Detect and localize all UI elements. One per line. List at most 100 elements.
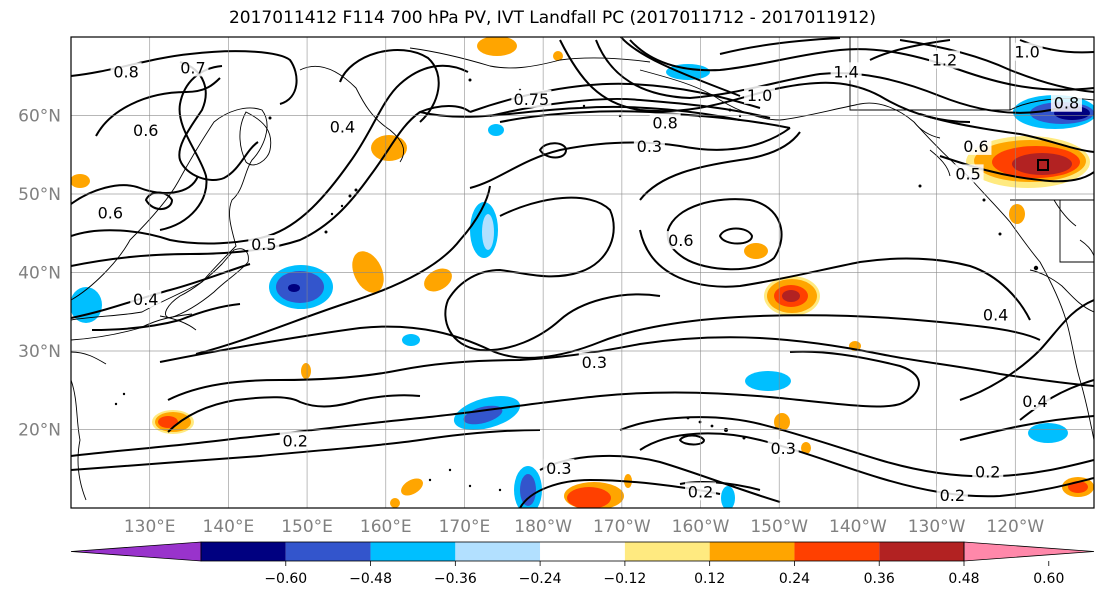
colorbar-tick-label: 0.60 xyxy=(1033,571,1064,587)
contour-label-halo xyxy=(130,121,162,140)
contour-label-halo xyxy=(110,62,142,81)
lon-tick-label: 160°W xyxy=(672,517,730,537)
contour-label-halo xyxy=(94,203,126,222)
lat-tick-label: 30°N xyxy=(18,342,61,362)
colorbar-segment xyxy=(879,542,964,561)
contour-label-halo xyxy=(830,62,862,81)
colorbar-extend-low xyxy=(70,541,202,562)
contour-label-halo xyxy=(578,352,610,371)
lon-tick-label: 160°E xyxy=(360,517,412,537)
contour-label: 0.4 xyxy=(133,290,158,309)
contour-label: 0.2 xyxy=(975,463,1000,482)
contour-label: 0.3 xyxy=(546,459,571,478)
contour-label: 0.6 xyxy=(668,231,693,250)
colorbar-tick-label: −0.36 xyxy=(434,571,477,587)
colorbar-segment xyxy=(285,542,371,561)
colorbar-segment xyxy=(370,542,456,561)
ivt-shading xyxy=(71,37,1094,508)
contour-label: 0.2 xyxy=(940,486,965,505)
lat-tick-label: 40°N xyxy=(18,264,61,284)
contour-label-halo xyxy=(936,486,968,505)
contour-label-halo xyxy=(960,136,992,155)
contour-label: 0.7 xyxy=(180,58,205,77)
colorbar-tick-label: −0.24 xyxy=(519,571,562,587)
colorbar-segment xyxy=(201,542,286,561)
lon-tick-label: 150°W xyxy=(750,517,808,537)
colorbar-segment xyxy=(709,542,795,561)
contour-label: 0.4 xyxy=(330,117,355,136)
lon-tick-label: 130°E xyxy=(124,517,176,537)
lon-tick-label: 150°E xyxy=(281,517,333,537)
latitude-labels: 20°N 30°N 40°N 50°N 60°N xyxy=(18,107,61,441)
colorbar-tick-label: −0.48 xyxy=(349,571,392,587)
lon-tick-label: 140°E xyxy=(203,517,255,537)
contour-label-halo xyxy=(633,136,665,155)
lon-tick-label: 180°W xyxy=(514,517,572,537)
colorbar-tick-label: 0.48 xyxy=(948,571,979,587)
contour-label: 0.5 xyxy=(251,235,276,254)
contour-label: 1.2 xyxy=(932,51,957,70)
colorbar-segment xyxy=(455,542,541,561)
contour-label-halo xyxy=(980,305,1012,324)
colorbar-segment xyxy=(624,542,710,561)
contour-label: 0.3 xyxy=(770,439,795,458)
contour-label: 1.0 xyxy=(747,86,772,105)
contour-label-halo xyxy=(952,164,984,183)
contour-label: 0.75 xyxy=(514,90,550,109)
colorbar-tick-label: −0.12 xyxy=(603,571,646,587)
contour-label-halo xyxy=(177,58,209,77)
lon-tick-label: 120°W xyxy=(986,517,1044,537)
contour-label-halo xyxy=(685,482,717,501)
lat-tick-label: 50°N xyxy=(18,185,61,205)
contour-label: 0.2 xyxy=(283,431,308,450)
colorbar-extend-high xyxy=(963,541,1095,562)
colorbar-tick-label: 0.12 xyxy=(694,571,725,587)
map-grid xyxy=(71,37,1094,508)
contour-label-halo xyxy=(972,462,1004,481)
lon-tick-label: 140°W xyxy=(829,517,887,537)
contour-label-halo xyxy=(130,289,162,308)
lon-tick-label: 170°E xyxy=(439,517,491,537)
contour-label: 0.8 xyxy=(652,113,677,132)
contour-label: 1.0 xyxy=(1014,43,1039,62)
contour-label: 1.4 xyxy=(833,62,858,81)
contour-label-halo xyxy=(928,50,960,69)
contour-label-halo xyxy=(649,113,681,132)
contour-label-halo xyxy=(744,85,776,104)
contour-label-halo xyxy=(1011,42,1043,61)
colorbar: −0.60 −0.48 −0.36 −0.24 −0.12 0.12 0.24 0.36 0.4… xyxy=(70,541,1095,587)
contour-labels: 0.8 0.7 0.6 0.6 0.4 0.5 0.4 0.75 0.8 1.0 1.4 1.2 1.0… xyxy=(94,42,1082,505)
contour-label-halo xyxy=(767,439,799,458)
contour-label-halo xyxy=(543,458,575,477)
contour-label: 0.8 xyxy=(1054,94,1079,113)
contour-label-halo xyxy=(279,431,311,450)
lon-tick-label: 170°W xyxy=(593,517,651,537)
map-title: 2017011412 F114 700 hPa PV, IVT Landfall… xyxy=(228,8,876,28)
colorbar-outline xyxy=(200,541,965,562)
contour-label: 0.3 xyxy=(582,353,607,372)
contour-label-halo xyxy=(511,89,552,108)
colorbar-tick-label: 0.36 xyxy=(864,571,895,587)
contour-label-halo xyxy=(665,231,697,250)
contour-label-halo xyxy=(1050,93,1082,112)
contour-label: 0.3 xyxy=(637,137,662,156)
contour-label: 0.5 xyxy=(955,164,980,183)
contour-label: 0.6 xyxy=(98,204,123,223)
lat-tick-label: 20°N xyxy=(18,421,61,441)
colorbar-segment xyxy=(794,542,880,561)
contour-label: 0.8 xyxy=(113,62,138,81)
contour-label-halo xyxy=(248,235,280,254)
contour-label: 0.4 xyxy=(1022,392,1047,411)
colorbar-tick-label: 0.24 xyxy=(779,571,810,587)
contour-label-halo xyxy=(326,117,358,136)
map-frame xyxy=(70,36,1095,509)
contour-label: 0.6 xyxy=(133,121,158,140)
pv-contours xyxy=(71,37,1094,508)
shade-area-positive xyxy=(71,37,1094,508)
colorbar-segment xyxy=(540,542,625,561)
contour-label: 0.6 xyxy=(963,137,988,156)
contour-label: 0.4 xyxy=(983,306,1008,325)
contour-label: 0.2 xyxy=(688,482,713,501)
colorbar-tick-label: −0.60 xyxy=(264,571,307,587)
